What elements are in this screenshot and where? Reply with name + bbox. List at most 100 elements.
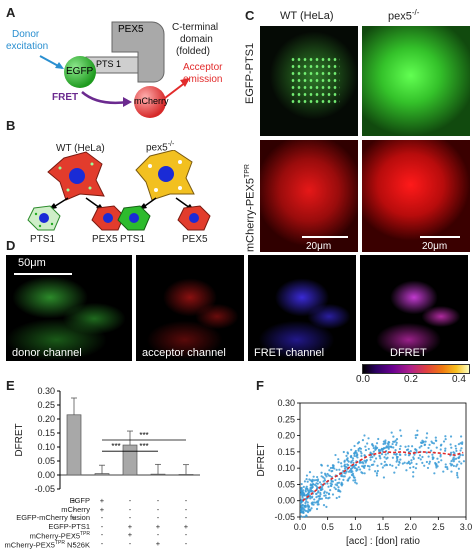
e-bar	[178, 474, 194, 476]
f-scatter-point	[396, 455, 399, 459]
f-scatter-point	[353, 444, 356, 448]
f-scatter-point	[331, 493, 335, 496]
f-scatter-point	[423, 443, 427, 446]
f-scatter-point	[444, 435, 447, 438]
f-scatter-point	[340, 484, 343, 487]
c-scale-1: 20μm	[306, 241, 332, 252]
f-scatter-point	[339, 490, 342, 493]
f-scatter-point	[366, 442, 369, 445]
f-scatter-point	[390, 446, 393, 449]
e-condition-sign: -	[72, 521, 76, 531]
acceptor-arrow	[164, 81, 187, 99]
fret-arrow	[81, 91, 129, 105]
f-scatter-point	[300, 515, 303, 518]
f-scatter-point	[381, 466, 384, 469]
f-scatter-point	[312, 475, 315, 478]
e-condition-table: EGFP + + - - - mCherry - + - - - EGFP-mCherry fusion…	[0, 496, 250, 550]
e-condition-label: EGFP	[69, 496, 90, 505]
panel-b-letter: B	[6, 118, 16, 133]
e-ytick-label: 0.30	[37, 386, 55, 396]
f-scatter-point	[371, 443, 374, 446]
f-scatter-point	[343, 475, 346, 478]
f-scatter-point	[446, 467, 449, 471]
f-scatter-point	[379, 457, 382, 460]
f-scatter-point	[454, 444, 457, 448]
f-scatter-point	[364, 448, 368, 452]
f-scatter-point	[324, 494, 327, 497]
f-scatter-point	[418, 454, 422, 457]
f-scatter-point	[453, 458, 456, 461]
e-condition-sign: -	[72, 530, 76, 540]
f-scatter-point	[308, 478, 311, 481]
f-scatter-point	[399, 429, 402, 432]
d-cb-tick-2: 0.4	[452, 374, 466, 385]
pts1-label: PTS 1	[96, 59, 122, 69]
f-scatter-point	[350, 448, 353, 451]
f-scatter-point	[346, 457, 349, 460]
f-scatter-point	[430, 449, 433, 452]
f-scatter-point	[343, 464, 346, 468]
f-scatter-point	[357, 441, 361, 444]
f-xtick-label: 2.0	[404, 522, 417, 532]
e-condition-sign: -	[128, 504, 132, 514]
f-scatter-point	[343, 471, 346, 475]
f-scatter-point	[304, 490, 307, 493]
f-scatter-point	[425, 436, 428, 439]
f-scatter-point	[425, 460, 428, 464]
f-scatter-point	[374, 457, 378, 460]
f-scatter-point	[334, 487, 337, 491]
f-scatter-point	[398, 460, 401, 463]
f-scatter-point	[457, 456, 460, 460]
f-scatter-point	[424, 440, 427, 443]
f-scatter-point	[444, 463, 447, 466]
f-scatter-point	[356, 456, 359, 459]
f-scatter-point	[325, 505, 328, 508]
b-pex-label: pex5-/-	[146, 141, 175, 154]
e-ytick-label: 0.15	[37, 428, 55, 438]
f-scatter-point	[384, 439, 387, 442]
e-condition-row: EGFP + + - - -	[0, 496, 250, 505]
f-scatter-point	[456, 463, 459, 466]
e-condition-sign: +	[99, 504, 105, 514]
f-scatter-point	[427, 446, 430, 450]
f-scatter-point	[375, 474, 379, 477]
panel-a-letter: A	[6, 5, 16, 20]
f-scatter-point	[361, 439, 365, 442]
f-scatter-point	[374, 470, 377, 473]
f-scatter-point	[460, 447, 463, 450]
f-scatter-point	[326, 464, 329, 467]
f-scatter-point	[451, 458, 454, 461]
e-condition-label: mCherry-PEX5TPR	[29, 531, 90, 541]
f-scatter-point	[369, 458, 372, 461]
c-row-mch: mCherry-PEX5TPR	[244, 164, 257, 252]
f-scatter-point	[452, 451, 455, 454]
d-acceptor-image: acceptor channel	[136, 255, 244, 361]
f-scatter-point	[383, 464, 386, 467]
d-fret-label: FRET channel	[254, 347, 325, 359]
f-scatter-point	[343, 459, 346, 462]
d-donor-label: donor channel	[12, 347, 82, 359]
f-scatter-point	[434, 436, 437, 439]
e-bar-chart: -0.05 0.00 0.05 0.10 0.15 0.20 0.25 0.30 DFRET **…	[14, 386, 200, 494]
f-scatter-point	[323, 472, 327, 475]
f-scatter-point	[327, 493, 331, 496]
c-egfp-wt-image	[260, 26, 358, 136]
f-scatter-point	[354, 481, 357, 484]
c-mch-wt-image: 20μm	[260, 140, 358, 252]
e-condition-sign: +	[183, 521, 189, 531]
f-scatter-point	[366, 464, 370, 468]
acceptor-label-2: emission	[183, 74, 223, 85]
f-scatter-point	[309, 483, 312, 486]
f-scatter-point	[384, 441, 387, 444]
f-scatter-point	[395, 452, 398, 456]
f-ytick-label: 0.20	[277, 431, 295, 441]
f-scatter-point	[405, 469, 408, 472]
e-condition-sign: +	[71, 513, 77, 523]
f-scatter-point	[372, 446, 375, 450]
f-scatter-point	[326, 482, 329, 485]
f-scatter-point	[435, 466, 438, 469]
f-scatter-point	[363, 472, 366, 475]
f-scatter-point	[306, 511, 310, 514]
f-scatter-point	[307, 507, 310, 511]
f-scatter-point	[305, 493, 308, 497]
